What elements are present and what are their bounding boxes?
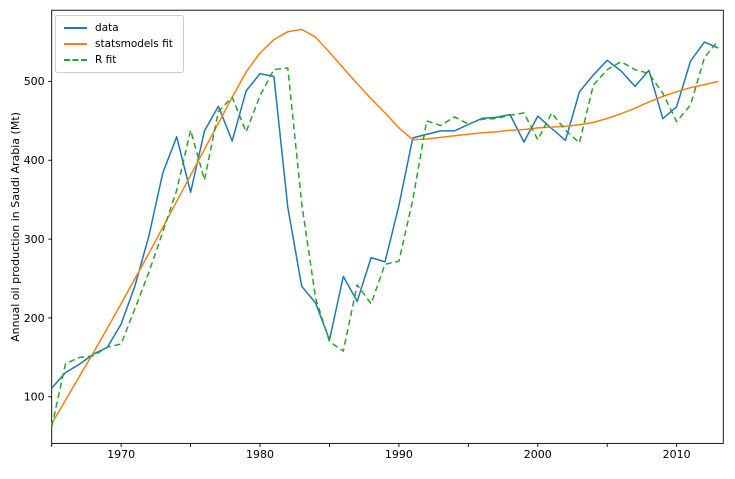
y-tick-label: 500 (24, 75, 45, 88)
legend: data statsmodels fit R fit (55, 15, 184, 73)
x-tick-label: 1970 (107, 448, 135, 461)
legend-swatch-statsmodels-fit (64, 43, 87, 45)
y-tick-label: 300 (24, 233, 45, 246)
statsmodels-fit-line (51, 28, 719, 424)
legend-entry: data (64, 22, 173, 34)
x-tick-label: 2000 (524, 448, 552, 461)
series-layer (50, 28, 719, 427)
r-fit-line (50, 39, 719, 427)
x-tick-label: 2010 (663, 448, 691, 461)
legend-label: R fit (95, 54, 117, 66)
x-tick-label: 1980 (246, 448, 274, 461)
legend-entry: statsmodels fit (64, 38, 173, 50)
y-tick-label: 100 (24, 391, 45, 404)
x-tick-label: 1990 (385, 448, 413, 461)
legend-label: data (95, 22, 119, 34)
y-axis-label: Annual oil production in Saudi Arabia (M… (9, 112, 22, 342)
plot-area: 1970 1980 1990 2000 2010 100 200 300 400 500 (24, 9, 724, 461)
legend-label: statsmodels fit (95, 38, 173, 50)
axes-frame (51, 9, 724, 444)
y-tick-label: 400 (24, 154, 45, 167)
legend-swatch-data (64, 27, 87, 29)
legend-swatch-r-fit (64, 59, 87, 61)
data-line (51, 41, 719, 389)
legend-entry: R fit (64, 54, 173, 66)
y-tick-label: 200 (24, 312, 45, 325)
